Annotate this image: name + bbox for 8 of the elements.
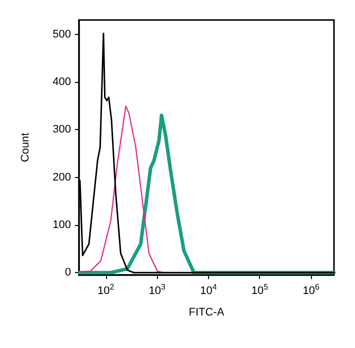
y-tick-label: 200	[52, 171, 71, 184]
y-tick-label: 400	[52, 76, 71, 88]
x-axis-title: FITC-A	[188, 306, 225, 318]
y-tick-label: 500	[52, 28, 71, 40]
y-tick-label: 300	[52, 124, 71, 136]
y-tick-label: 0	[64, 266, 71, 279]
y-tick-label: 100	[52, 218, 71, 231]
y-axis-title: Count	[20, 132, 32, 162]
